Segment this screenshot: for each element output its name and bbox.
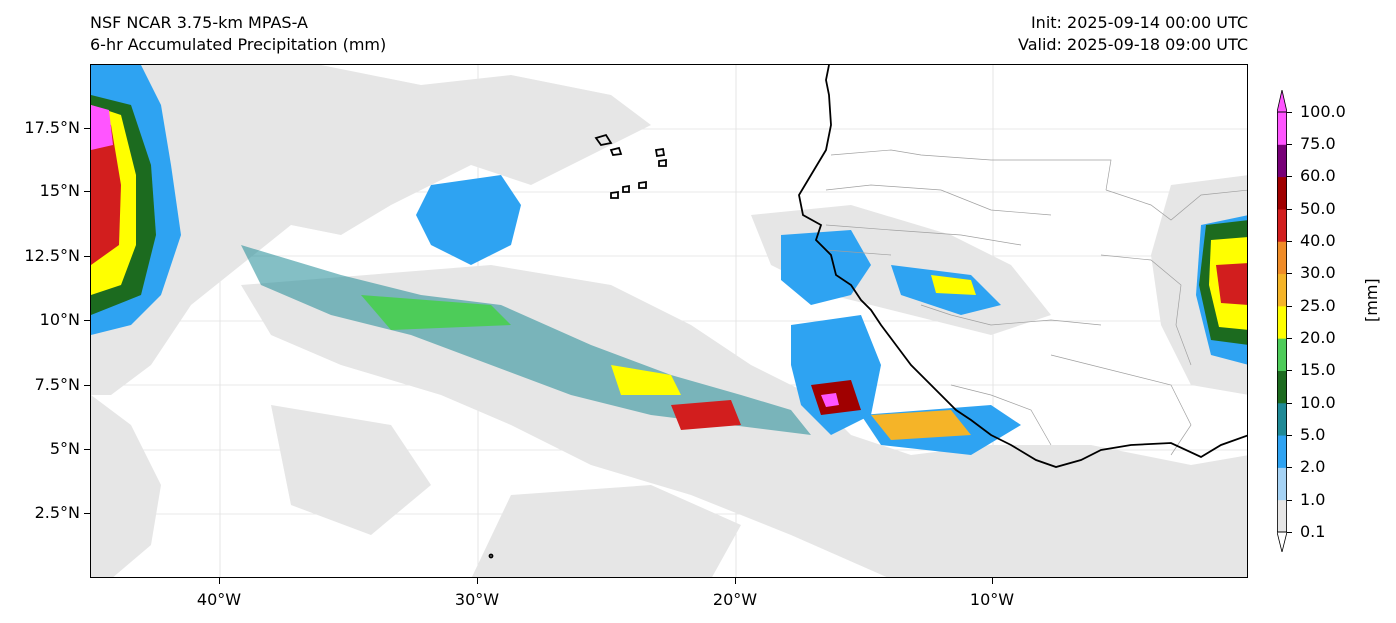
colorbar-segment (1277, 499, 1287, 533)
colorbar-label: 15.0 (1300, 360, 1336, 379)
colorbar-segment (1277, 208, 1287, 242)
lon-tick-label: 10°W (969, 590, 1015, 609)
precip-map (91, 65, 1247, 577)
colorbar-label: 20.0 (1300, 328, 1336, 347)
colorbar-segment (1277, 273, 1287, 307)
colorbar-tick (1287, 112, 1292, 113)
colorbar-tick (1287, 273, 1292, 274)
init-time: Init: 2025-09-14 00:00 UTC (1030, 13, 1248, 32)
colorbar-tick (1287, 176, 1292, 177)
colorbar-tick (1287, 532, 1292, 533)
colorbar-segment (1277, 176, 1287, 210)
colorbar-tick (1287, 306, 1292, 307)
colorbar-segment (1277, 467, 1287, 501)
colorbar-label: 60.0 (1300, 166, 1336, 185)
colorbar-tick (1287, 403, 1292, 404)
lat-tick-mark (84, 191, 90, 192)
colorbar-label: 0.1 (1300, 522, 1326, 541)
lat-tick-label: 5°N (49, 439, 80, 458)
colorbar (1277, 90, 1287, 552)
colorbar-segment (1277, 112, 1287, 145)
colorbar-unit: [mm] (1362, 278, 1381, 322)
lat-tick-label: 12.5°N (24, 246, 80, 265)
convective-band (241, 245, 976, 440)
lon-tick-label: 30°W (454, 590, 500, 609)
coastline (488, 65, 1247, 559)
colorbar-segment (1277, 370, 1287, 404)
valid-time: Valid: 2025-09-18 09:00 UTC (1017, 35, 1248, 54)
colorbar-outline (1277, 111, 1287, 533)
colorbar-label: 5.0 (1300, 425, 1326, 444)
lon-tick-label: 40°W (196, 590, 242, 609)
lat-tick-label: 7.5°N (34, 375, 80, 394)
colorbar-max-arrow (1277, 90, 1287, 113)
colorbar-tick (1287, 467, 1292, 468)
east-storm (1199, 220, 1247, 345)
colorbar-tick (1287, 144, 1292, 145)
colorbar-label: 50.0 (1300, 199, 1336, 218)
lat-tick-mark (84, 320, 90, 321)
colorbar-label: 2.0 (1300, 457, 1326, 476)
map-panel (90, 64, 1248, 578)
lon-tick-mark (735, 578, 736, 584)
colorbar-segment (1277, 305, 1287, 339)
lat-tick-mark (84, 385, 90, 386)
colorbar-tick (1287, 338, 1292, 339)
colorbar-tick (1287, 241, 1292, 242)
colorbar-tick (1287, 500, 1292, 501)
lon-tick-mark (219, 578, 220, 584)
colorbar-label: 75.0 (1300, 134, 1336, 153)
colorbar-min-arrow (1277, 531, 1287, 552)
colorbar-segment (1277, 338, 1287, 371)
colorbar-segment (1277, 241, 1287, 275)
lat-tick-mark (84, 513, 90, 514)
colorbar-tick (1287, 370, 1292, 371)
west-storm (91, 95, 156, 315)
lat-tick-mark (84, 256, 90, 257)
country-borders (825, 149, 1247, 456)
lat-tick-label: 17.5°N (24, 118, 80, 137)
lon-tick-mark (477, 578, 478, 584)
lat-tick-label: 2.5°N (34, 503, 80, 522)
lon-tick-label: 20°W (712, 590, 758, 609)
colorbar-label: 100.0 (1300, 102, 1346, 121)
colorbar-label: 10.0 (1300, 393, 1336, 412)
lon-tick-mark (992, 578, 993, 584)
colorbar-label: 1.0 (1300, 490, 1326, 509)
light-precip (91, 65, 1247, 577)
lat-tick-label: 15°N (39, 181, 80, 200)
colorbar-label: 25.0 (1300, 296, 1336, 315)
colorbar-label: 40.0 (1300, 231, 1336, 250)
model-title: NSF NCAR 3.75-km MPAS-A (90, 13, 308, 32)
field-title: 6-hr Accumulated Precipitation (mm) (90, 35, 387, 54)
colorbar-segment (1277, 435, 1287, 468)
colorbar-segment (1277, 402, 1287, 436)
colorbar-label: 30.0 (1300, 263, 1336, 282)
lat-tick-mark (84, 449, 90, 450)
colorbar-segment (1277, 144, 1287, 178)
lat-tick-mark (84, 128, 90, 129)
lat-tick-label: 10°N (39, 310, 80, 329)
colorbar-tick (1287, 209, 1292, 210)
colorbar-tick (1287, 435, 1292, 436)
